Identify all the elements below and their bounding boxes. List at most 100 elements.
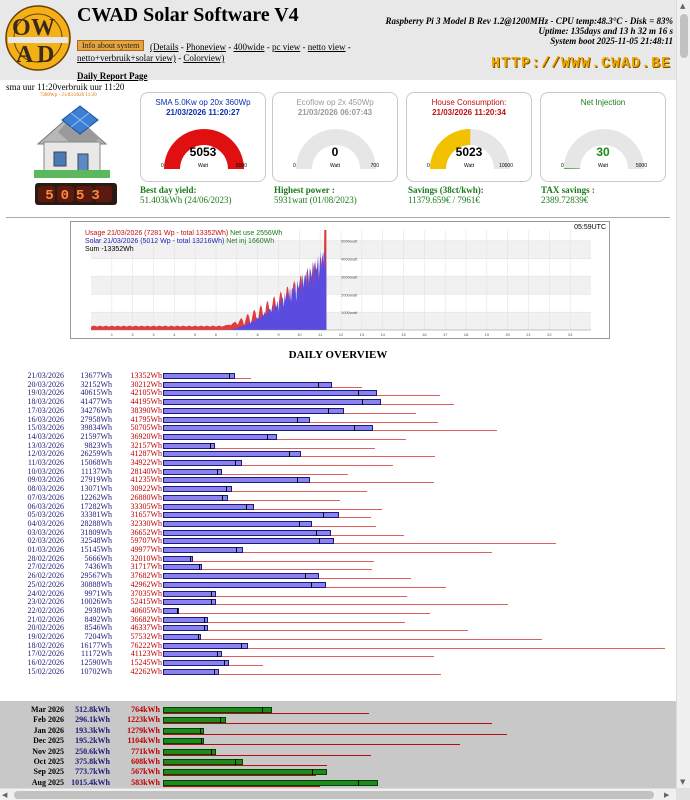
daily-production-bar (163, 451, 302, 458)
daily-production: 28288Wh (80, 518, 112, 528)
link-phoneview[interactable]: Phoneview (186, 42, 226, 52)
daily-production-bar (163, 642, 249, 649)
monthly-usage-line (163, 733, 508, 735)
monthly-row: Mar 2026 512.8kWh 764kWh (0, 705, 676, 715)
daily-production-bar (163, 573, 319, 580)
chart-x-label: 20 (505, 332, 510, 337)
daily-usage: 40605Wh (130, 605, 162, 615)
daily-production: 17282Wh (80, 501, 112, 511)
daily-marker (210, 590, 212, 597)
monthly-production-bar (163, 748, 216, 755)
chart-x-label: 16 (422, 332, 427, 337)
chart-y-label: 2000watt (341, 292, 358, 297)
daily-usage-line (163, 604, 508, 606)
daily-production: 31809Wh (80, 527, 112, 537)
daily-date: 24/02/2026 (27, 588, 64, 598)
daily-report-link[interactable]: Daily Report Page (77, 71, 148, 81)
daily-marker (214, 668, 216, 675)
daily-production: 27919Wh (80, 475, 112, 485)
daily-production: 15145Wh (80, 545, 112, 554)
daily-row: 17/02/2026 11172Wh 41123Wh (0, 650, 676, 658)
usage-area (91, 230, 327, 330)
daily-usage: 26880Wh (130, 492, 162, 502)
page: O W A D CWAD Solar Software V4 Info abou… (0, 0, 676, 788)
link-netto-view[interactable]: netto view (307, 42, 346, 52)
daily-usage-line (163, 447, 375, 449)
daily-usage: 41795Wh (130, 414, 162, 424)
website-link[interactable]: HTTP://WWW.CWAD.BE (490, 55, 671, 72)
gauge-net-injection: Net Injection 30 0 Watt 5000 (540, 92, 666, 182)
gauge-ecoflow: Ecoflow op 2x 450Wp 21/03/2026 06:07:43 … (272, 92, 398, 182)
daily-production-bar (163, 486, 232, 493)
chart-x-label: 19 (485, 332, 490, 337)
daily-date: 12/03/2026 (27, 449, 64, 459)
monthly-row: Feb 2026 296.1kWh 1223kWh (0, 715, 676, 725)
legend-sum: Sum -13352Wh (85, 246, 134, 253)
link-details[interactable]: (Details (150, 42, 179, 52)
monthly-month: Dec 2025 (33, 736, 64, 746)
daily-marker (177, 607, 179, 614)
chart-x-label: 11 (318, 332, 323, 337)
power-chart-time: 05:59UTC (574, 224, 606, 231)
view-links-row1: (Details - Phoneview - 400wide - pc view… (150, 42, 351, 52)
daily-marker (315, 529, 317, 536)
daily-production-bar (163, 390, 377, 397)
daily-marker (362, 399, 364, 406)
daily-production-bar (163, 555, 193, 562)
vertical-scroll-thumb[interactable] (680, 14, 688, 58)
monthly-month: Nov 2025 (32, 746, 64, 756)
stat-label: TAX savings : (541, 185, 595, 195)
link-netto-verbruik-solar-view[interactable]: netto+verbruik+solar view) (77, 53, 176, 63)
gauge-unit: Watt (197, 163, 209, 169)
daily-date: 08/03/2026 (27, 484, 64, 494)
daily-usage: 31717Wh (130, 562, 162, 572)
stat-best-day: Best day yield: 51.403kWh (24/06/2023) (140, 185, 232, 205)
cwad-logo[interactable]: O W A D (4, 5, 72, 71)
chart-x-label: 18 (464, 332, 469, 337)
daily-marker (317, 381, 319, 388)
stat-value: 5931watt (01/08/2023) (274, 195, 357, 205)
gauge-arc (296, 129, 376, 169)
header-bar: O W A D CWAD Solar Software V4 Info abou… (0, 0, 676, 81)
daily-usage: 76222Wh (130, 640, 162, 650)
daily-production: 21597Wh (80, 431, 112, 441)
daily-production: 32152Wh (80, 379, 112, 389)
daily-marker (358, 390, 360, 397)
power-chart-legend: Usage 21/03/2026 (7281 Wp - total 13352W… (85, 230, 282, 254)
monthly-production-bar (163, 779, 378, 786)
daily-marker (225, 486, 227, 493)
gauge-sma: SMA 5.0Kw op 20x 360Wp 21/03/2026 11:20:… (140, 92, 266, 182)
chart-x-label: 21 (526, 332, 531, 337)
daily-production: 13071Wh (80, 484, 112, 494)
daily-row: 03/03/2026 31809Wh 36652Wh (0, 527, 676, 537)
system-info-line: Raspberry Pi 3 Model B Rev 1.2@1200MHz -… (385, 16, 673, 26)
monthly-usage: 764kWh (131, 705, 160, 714)
daily-date: 17/02/2026 (27, 649, 64, 659)
chart-x-label: 3 (152, 332, 155, 337)
power-chart-plot: 5000watt 4000watt 3000watt 2000watt 1000watt… (91, 230, 591, 337)
vertical-scrollbar[interactable]: ▲ ▼ (676, 0, 690, 788)
daily-marker (198, 564, 200, 571)
daily-marker (203, 616, 205, 623)
daily-row: 23/02/2026 10026Wh 52415Wh (0, 598, 676, 606)
info-about-system-button[interactable]: Info about system (77, 40, 145, 51)
link-400wide[interactable]: 400wide (233, 42, 265, 52)
daily-date: 18/03/2026 (27, 397, 64, 407)
scroll-left-icon[interactable]: ◀ (2, 791, 8, 799)
daily-production: 40615Wh (80, 388, 112, 398)
scroll-right-icon[interactable]: ▶ (664, 791, 670, 799)
horizontal-scrollbar[interactable]: ◀ ▶ (0, 788, 676, 800)
stat-tax-savings: TAX savings : 2389.72839€ (541, 185, 595, 205)
daily-date: 15/03/2026 (27, 423, 64, 433)
daily-production: 12590Wh (80, 658, 112, 668)
scroll-down-icon[interactable]: ▼ (680, 778, 686, 786)
monthly-usage: 771kWh (131, 746, 160, 756)
daily-date: 02/03/2026 (27, 536, 64, 546)
scroll-up-icon[interactable]: ▲ (680, 2, 686, 10)
stat-label: Best day yield: (140, 185, 197, 195)
horizontal-scroll-thumb[interactable] (14, 791, 654, 799)
daily-production: 8492Wh (84, 614, 112, 624)
link-pc-view[interactable]: pc view (272, 42, 301, 52)
monthly-usage: 608kWh (131, 757, 160, 766)
link-colorview[interactable]: Colorview) (183, 53, 225, 63)
